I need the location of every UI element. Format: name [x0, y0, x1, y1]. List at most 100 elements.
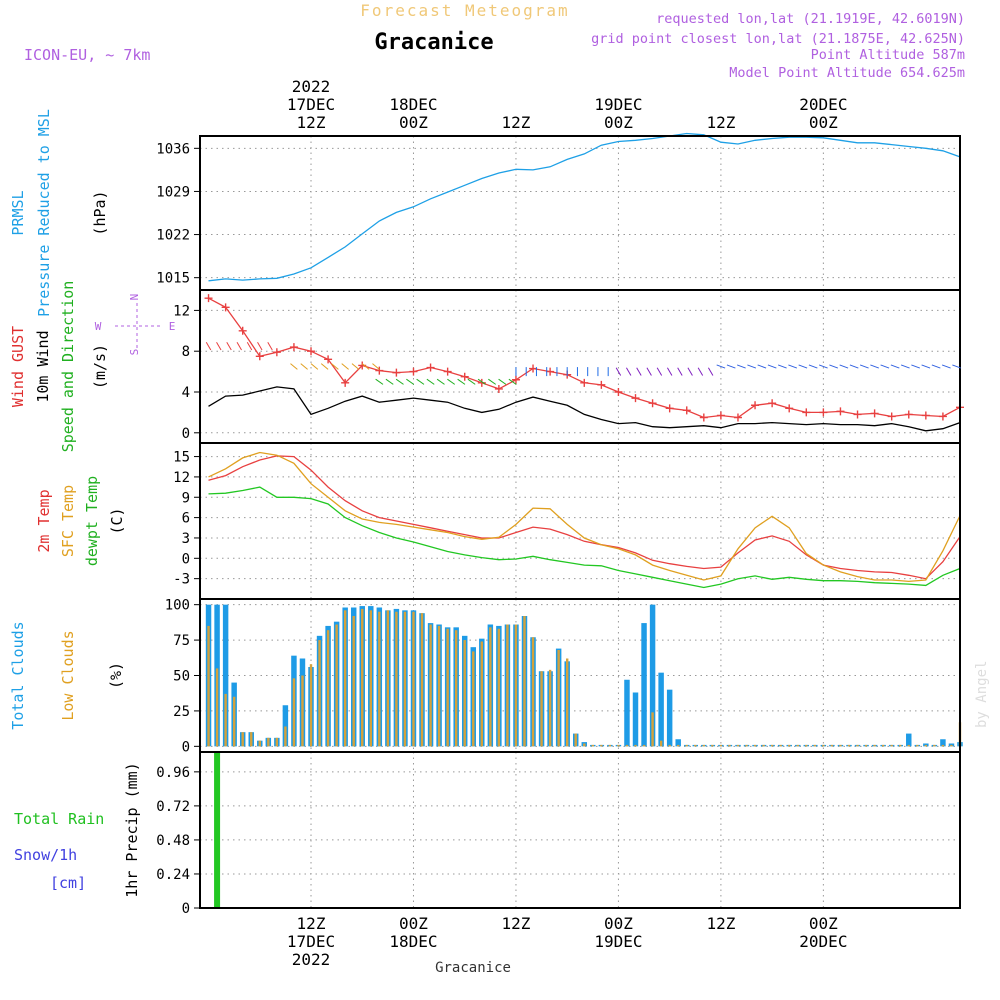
y-tick-label: 4 [182, 385, 190, 401]
y-tick-label: 50 [173, 669, 190, 685]
low-cloud-bar [881, 744, 885, 747]
bottom-time-label: 00Z [604, 914, 633, 933]
low-cloud-bar [856, 744, 859, 747]
wind-arrow [457, 378, 466, 385]
low-cloud-bar [753, 744, 757, 747]
y-tick-label: 0.96 [156, 765, 190, 781]
low-cloud-bar [429, 624, 432, 747]
low-cloud-bar [326, 630, 330, 747]
wind-arrow [767, 364, 777, 369]
top-time-label: 00Z [399, 113, 428, 132]
y-tick-label: 0 [182, 739, 190, 755]
low-cloud-bar [369, 610, 372, 747]
series-line-wind-1 [208, 386, 961, 432]
series-line-pressure-0 [208, 132, 961, 282]
panel-pressure: 1015 1022 1029 1036 PRMSL Pressure Reduced to… [9, 109, 961, 317]
panel-frame [199, 442, 961, 600]
low-cloud-bar [933, 744, 936, 747]
wind-arrow [477, 378, 486, 385]
bottom-time-label: 17DEC [287, 932, 335, 951]
low-cloud-bar [215, 668, 219, 747]
wind-arrow [467, 378, 476, 385]
wind-arrow [736, 364, 746, 369]
low-cloud-bar [232, 696, 236, 747]
gust-marker [819, 408, 828, 417]
low-cloud-bar [762, 744, 765, 747]
series-line-wind-0 [208, 297, 961, 419]
wind-arrow [290, 363, 298, 370]
gust-marker [665, 404, 674, 413]
compass-cross [115, 303, 161, 350]
low-cloud-bar [514, 624, 518, 747]
y-tick-label: 0 [182, 426, 190, 442]
wind-arrow [416, 378, 425, 385]
wind-arrow [870, 364, 880, 369]
low-cloud-bar [207, 625, 210, 747]
low-cloud-bar [540, 671, 543, 747]
wind-arrow [952, 364, 961, 369]
model-label: ICON-EU, ~ 7km [24, 46, 150, 64]
wind-arrow [246, 341, 253, 351]
y-tick-label: 12 [173, 470, 190, 486]
gust-marker [409, 367, 418, 376]
wind-arrow [615, 367, 622, 376]
gust-marker [324, 355, 333, 364]
wind-arrow [508, 378, 517, 385]
wind-arrow [488, 378, 497, 385]
low-cloud-bar [711, 744, 714, 747]
y-tick-label: 1022 [156, 228, 190, 244]
bottom-time-label: 18DEC [389, 932, 437, 951]
low-cloud-bar [292, 678, 296, 747]
y-tick-label: 25 [173, 704, 190, 720]
low-cloud-bar [796, 744, 799, 747]
low-cloud-bar [694, 744, 697, 747]
low-cloud-bar [924, 744, 928, 747]
axis-label-pressure: PRMSL [9, 190, 27, 235]
total-cloud-bar [923, 743, 929, 747]
gust-marker [938, 412, 947, 421]
low-cloud-bar [899, 744, 902, 747]
gust-marker [682, 406, 691, 415]
gust-marker [494, 384, 503, 393]
low-cloud-bar [651, 712, 654, 747]
low-cloud-bar [352, 616, 355, 747]
panel-wind: 0 4 8 12 Wind GUST 10m Wind Speed and Directio… [9, 281, 964, 452]
bottom-time-label: 19DEC [594, 932, 642, 951]
compass-s: S [128, 349, 141, 356]
low-cloud-bar [574, 733, 577, 747]
low-cloud-bar [907, 744, 910, 747]
gust-marker [529, 364, 538, 373]
gust-marker [597, 380, 606, 389]
wind-arrow [890, 364, 900, 369]
low-cloud-bar [847, 744, 851, 747]
gust-marker [614, 388, 623, 396]
low-cloud-bar [506, 624, 509, 747]
wind-arrow [656, 367, 663, 376]
wind-arrow [226, 341, 232, 351]
requested-coords: requested lon,lat (21.1919E, 42.6019N) [656, 11, 965, 27]
gust-marker [648, 399, 657, 408]
axis-label-precip: 1hr Precip (mm) [123, 762, 141, 897]
low-cloud-bar [437, 625, 441, 747]
wind-arrow [320, 363, 329, 370]
wind-arrow [385, 378, 394, 385]
low-cloud-bar [642, 744, 646, 747]
low-cloud-bar [497, 628, 501, 747]
wind-arrow [636, 367, 642, 376]
compass-w: W [95, 320, 102, 333]
low-cloud-bar [890, 744, 893, 747]
wind-arrow [859, 364, 869, 369]
low-cloud-bar [788, 744, 791, 747]
bottom-time-label: 12Z [706, 914, 735, 933]
wind-arrow [829, 364, 839, 369]
series-line-temperature-0 [208, 455, 961, 580]
bottom-time-label: 20DEC [799, 932, 847, 951]
low-cloud-bar [685, 744, 688, 747]
top-time-label: 20DEC [799, 95, 847, 114]
wind-arrow [236, 341, 242, 351]
low-cloud-bar [378, 611, 381, 747]
gust-marker [460, 372, 469, 381]
precip-bar [214, 752, 221, 908]
compass-n: N [128, 294, 141, 301]
